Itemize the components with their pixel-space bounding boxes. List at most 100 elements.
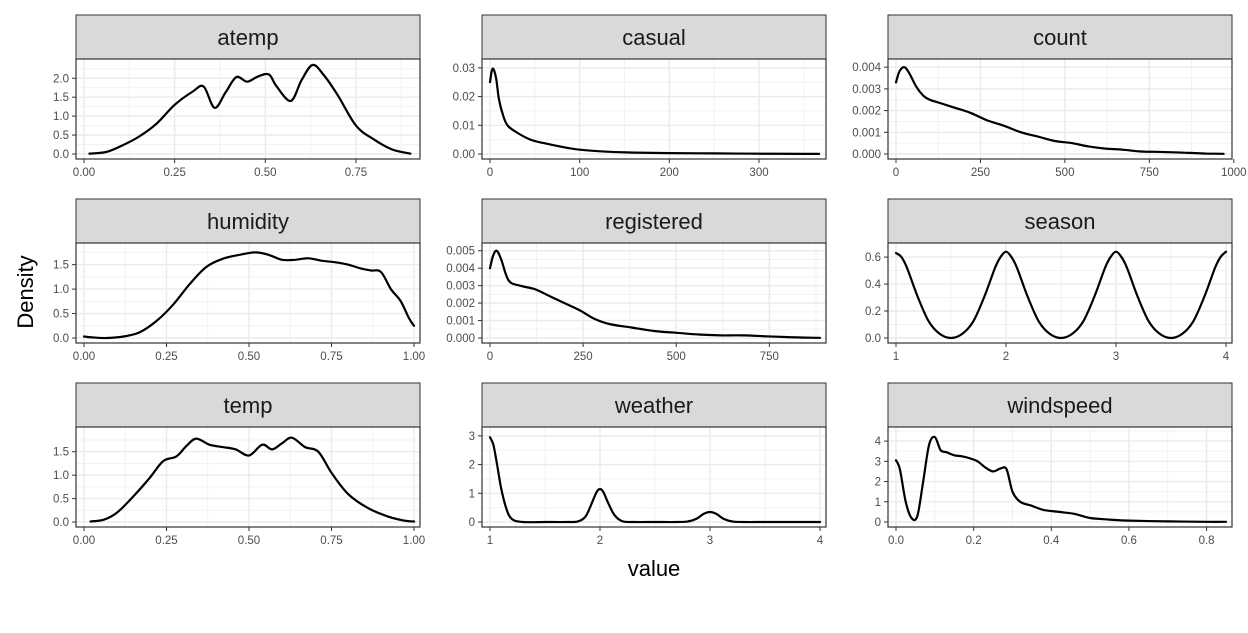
x-tick-label: 3 <box>1113 351 1119 363</box>
y-tick-label: 1.5 <box>53 447 69 459</box>
facet-strip <box>75 14 421 60</box>
facet-atemp: atemp 0.00 0.25 0.50 0.75 0.0 0.5 1.0 1.5 2.0 <box>53 14 421 179</box>
y-tick-label: 0.6 <box>865 252 881 264</box>
x-tick-label: 750 <box>1140 167 1159 179</box>
facet-strip <box>887 198 1233 244</box>
x-tick-label: 1.00 <box>403 351 425 363</box>
panel-border <box>887 242 1233 344</box>
facet-strip-label: atemp <box>217 25 278 50</box>
y-tick-label: 1 <box>875 497 881 509</box>
y-tick-label: 0.004 <box>852 62 881 74</box>
x-tick-label: 0 <box>487 167 493 179</box>
density-line-count <box>894 66 1225 155</box>
y-tick-label: 1.5 <box>53 260 69 272</box>
panel-background <box>76 59 420 159</box>
y-tick-label: 0.002 <box>446 298 475 310</box>
facet-temp: temp 0.00 0.25 0.50 0.75 1.00 0.0 0.5 1.0 1.5 <box>53 382 425 547</box>
x-tick-label: 500 <box>1055 167 1074 179</box>
y-tick-label: 0.001 <box>446 316 475 328</box>
facet-casual: casual 0 100 200 300 0.00 0.01 0.02 0.03 <box>453 14 827 179</box>
facet-strip-label: windspeed <box>1006 393 1112 418</box>
x-tick-label: 1 <box>893 351 899 363</box>
y-tick-label: 0.5 <box>53 494 69 506</box>
y-tick-label: 0.003 <box>852 84 881 96</box>
facet-strip-label: temp <box>224 393 273 418</box>
x-tick-label: 0.6 <box>1121 535 1137 547</box>
panel-border <box>75 426 421 528</box>
density-line-season <box>894 250 1228 340</box>
y-tick-label: 0.0 <box>53 149 69 161</box>
facet-humidity: humidity 0.00 0.25 0.50 0.75 1.00 0.0 0.5 1.0 1.5 <box>53 198 425 363</box>
panel-background <box>888 427 1232 527</box>
x-tick-label: 200 <box>660 167 679 179</box>
x-tick-label: 0.25 <box>163 167 185 179</box>
y-tick-label: 0.002 <box>852 106 881 118</box>
y-tick-label: 0.03 <box>453 63 475 75</box>
x-tick-label: 0.25 <box>155 535 177 547</box>
y-tick-label: 0.5 <box>53 130 69 142</box>
y-tick-label: 0.01 <box>453 120 475 132</box>
panel-background <box>482 427 826 527</box>
density-line-casual <box>488 67 821 156</box>
facet-strip <box>481 382 827 428</box>
facet-registered: registered 0 250 500 750 0.000 0.001 0.002 0.003… <box>446 198 827 363</box>
facet-strip <box>75 198 421 244</box>
facet-strip-label: count <box>1033 25 1087 50</box>
facet-strip <box>887 14 1233 60</box>
y-tick-label: 0.0 <box>53 517 69 529</box>
x-tick-label: 0.75 <box>320 535 342 547</box>
y-tick-label: 1 <box>469 488 475 500</box>
x-tick-label: 4 <box>1223 351 1230 363</box>
facet-strip-label: registered <box>605 209 703 234</box>
density-line-windspeed <box>894 435 1228 523</box>
panel-background <box>76 427 420 527</box>
facet-strip-label: weather <box>614 393 693 418</box>
y-tick-label: 0.5 <box>53 309 69 321</box>
x-tick-label: 0.00 <box>73 351 95 363</box>
x-tick-label: 250 <box>971 167 990 179</box>
y-tick-label: 0.001 <box>852 127 881 139</box>
panel-background <box>76 243 420 343</box>
density-line-weather <box>488 436 822 524</box>
y-tick-label: 2.0 <box>53 73 69 85</box>
facet-strip-label: season <box>1025 209 1096 234</box>
panel-border <box>887 58 1233 160</box>
y-axis-title: Density <box>13 255 38 328</box>
x-tick-label: 0.2 <box>966 535 982 547</box>
facet-strip-label: humidity <box>207 209 289 234</box>
facet-windspeed: windspeed 0.0 0.2 0.4 0.6 0.8 0 1 2 3 4 <box>875 382 1233 547</box>
facet-count: count 0 250 500 750 1000 0.000 0.001 0.002 0.003 0… <box>852 14 1247 179</box>
x-tick-label: 0.75 <box>320 351 342 363</box>
y-tick-label: 4 <box>875 436 882 448</box>
x-tick-label: 0 <box>487 351 493 363</box>
y-tick-label: 0.4 <box>865 279 882 291</box>
y-tick-label: 3 <box>875 456 881 468</box>
facet-strip <box>75 382 421 428</box>
x-tick-label: 3 <box>707 535 713 547</box>
density-line-atemp <box>88 63 412 155</box>
x-tick-label: 0.0 <box>888 535 904 547</box>
x-tick-label: 0.50 <box>254 167 276 179</box>
y-tick-label: 2 <box>875 477 881 489</box>
panel-border <box>481 242 827 344</box>
panel-border <box>75 58 421 160</box>
x-tick-label: 0.50 <box>238 351 260 363</box>
density-line-registered <box>488 249 822 339</box>
panel-border <box>481 58 827 160</box>
y-tick-label: 0.2 <box>865 306 881 318</box>
facet-strip <box>481 198 827 244</box>
y-tick-label: 1.0 <box>53 284 69 296</box>
facet-strip <box>887 382 1233 428</box>
x-tick-label: 0.25 <box>155 351 177 363</box>
x-tick-label: 750 <box>760 351 779 363</box>
y-tick-label: 0.000 <box>852 149 881 161</box>
panel-border <box>887 426 1233 528</box>
x-tick-label: 100 <box>570 167 589 179</box>
x-tick-label: 1 <box>487 535 493 547</box>
x-tick-label: 250 <box>574 351 593 363</box>
x-tick-label: 0.4 <box>1043 535 1060 547</box>
facet-season: season 1 2 3 4 0.0 0.2 0.4 0.6 <box>865 198 1233 363</box>
